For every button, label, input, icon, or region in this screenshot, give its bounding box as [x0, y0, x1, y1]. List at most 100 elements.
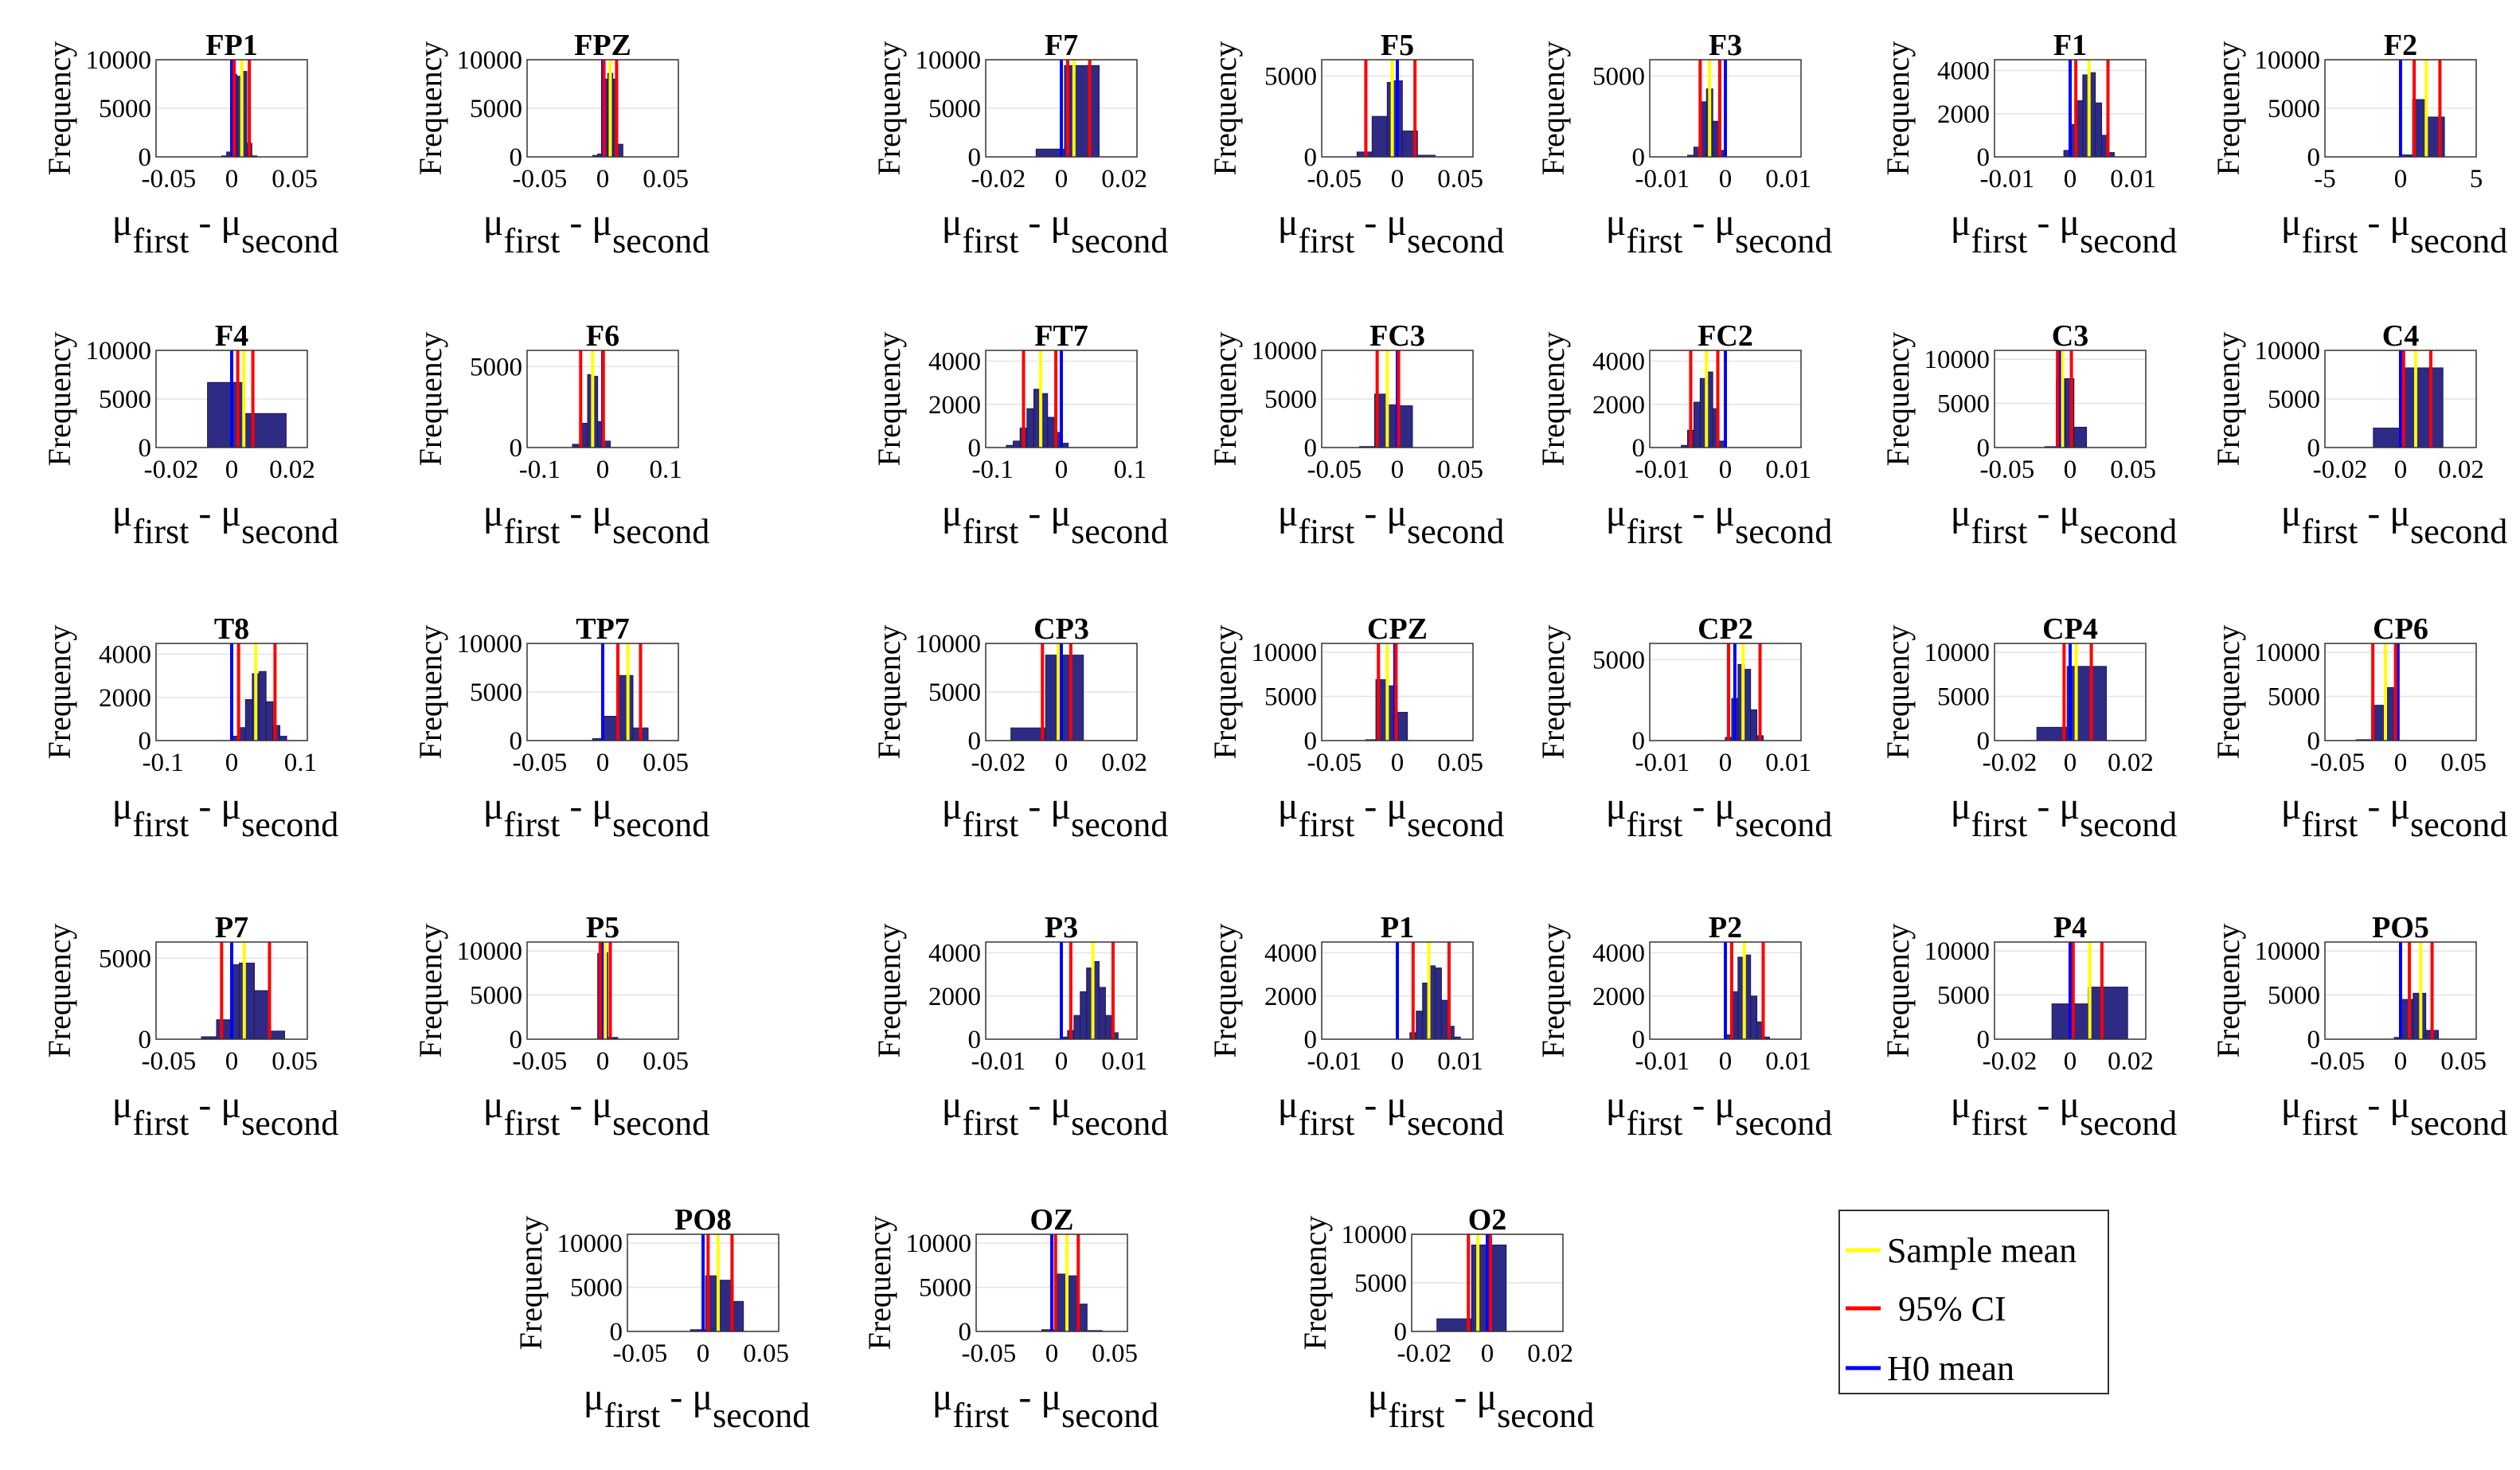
x-label-first: first [1298, 221, 1354, 260]
histogram-bar [2425, 116, 2445, 158]
panel-title: FP1 [205, 29, 257, 62]
y-tick-label: 0 [968, 727, 982, 756]
y-axis-label: Frequency [412, 41, 448, 176]
x-label-minus: - μ [1682, 1084, 1735, 1126]
x-axis-label: μfirst - μsecond [584, 1376, 811, 1435]
y-axis-label: Frequency [412, 625, 448, 760]
x-tick-label: -0.01 [1635, 455, 1690, 484]
x-tick-label: -0.05 [141, 1047, 196, 1076]
x-label-first: first [952, 1396, 1009, 1435]
histogram-bar [602, 716, 619, 741]
axes-frame [1411, 1233, 1564, 1332]
x-label-mu: μ [112, 785, 133, 827]
y-tick-label: 0 [139, 143, 152, 172]
axes-frame [1321, 350, 1474, 448]
histogram-bar [243, 412, 287, 448]
y-tick-label: 0 [1304, 1026, 1318, 1054]
x-label-first: first [1626, 512, 1682, 551]
x-label-mu: μ [483, 785, 504, 827]
y-tick-label: 5000 [1937, 982, 1990, 1011]
y-axis-label: Frequency [1207, 924, 1243, 1058]
y-tick-label: 0 [1304, 434, 1318, 463]
x-tick-label: -0.02 [971, 749, 1026, 777]
x-tick-label: 0 [2394, 749, 2408, 777]
y-axis-label: Frequency [861, 1216, 897, 1351]
x-label-first: first [503, 221, 560, 260]
x-tick-label: 0 [1055, 165, 1069, 194]
x-tick-label: 0 [2394, 455, 2408, 484]
y-tick-label: 0 [1977, 434, 1991, 463]
x-label-mu: μ [1951, 785, 1971, 827]
y-tick-label: 5000 [2268, 385, 2320, 414]
x-tick-label: -0.05 [141, 165, 196, 194]
histogram-bar [1750, 995, 1758, 1040]
panel-title: CP2 [1698, 612, 1753, 646]
histogram-bar [1013, 440, 1021, 448]
y-tick-label: 0 [1632, 1026, 1646, 1054]
y-tick-label: 10000 [916, 630, 982, 659]
x-label-mu: μ [112, 201, 133, 244]
x-label-first: first [503, 805, 560, 844]
x-label-mu: μ [2281, 201, 2302, 244]
x-label-mu: μ [1278, 201, 1299, 244]
x-tick-label: -0.05 [1307, 165, 1362, 194]
x-label-mu: μ [1951, 201, 1971, 244]
y-tick-label: 10000 [1924, 639, 1991, 667]
y-tick-label: 0 [1977, 1026, 1991, 1054]
x-label-first: first [1626, 1104, 1682, 1143]
y-tick-label: 5000 [99, 385, 151, 414]
x-tick-label: 0 [1391, 165, 1405, 194]
x-tick-label: 0 [1719, 165, 1733, 194]
panel-title: F2 [2384, 29, 2417, 62]
axes-background [2325, 643, 2476, 741]
y-axis-label: Frequency [2210, 625, 2246, 760]
x-label-first: first [1971, 805, 2027, 844]
x-tick-label: 0.05 [743, 1339, 789, 1368]
x-label-second: second [241, 221, 338, 260]
x-tick-label: -5 [2314, 165, 2336, 194]
y-tick-label: 10000 [2255, 46, 2321, 75]
x-label-first: first [962, 221, 1018, 260]
x-tick-label: 0 [225, 455, 239, 484]
x-tick-label: 0 [1055, 1047, 1069, 1076]
y-tick-label: 0 [1632, 434, 1646, 463]
x-label-minus: - μ [189, 1084, 241, 1126]
y-tick-label: 0 [139, 1026, 152, 1054]
histogram-bar [244, 698, 253, 741]
x-tick-label: 0.01 [1437, 1047, 1483, 1076]
x-label-first: first [1971, 512, 2027, 551]
x-tick-label: 0.02 [1101, 749, 1147, 777]
y-axis-label: Frequency [871, 332, 907, 467]
x-tick-label: 0.05 [1092, 1339, 1138, 1368]
x-label-second: second [612, 512, 709, 551]
panel-title: P7 [215, 911, 248, 944]
x-tick-label: 0.05 [1437, 165, 1483, 194]
y-tick-label: 5000 [1592, 62, 1645, 91]
y-tick-label: 0 [2307, 1026, 2321, 1054]
x-axis-label: μfirst - μsecond [1368, 1376, 1595, 1435]
x-axis-label: μfirst - μsecond [2281, 492, 2508, 551]
x-axis-label: μfirst - μsecond [942, 492, 1169, 551]
y-tick-label: 0 [1632, 727, 1646, 756]
histogram-bar [1099, 987, 1106, 1040]
x-label-second: second [2410, 512, 2507, 551]
y-tick-label: 10000 [457, 937, 523, 966]
axes-frame [2324, 350, 2477, 448]
x-tick-label: -0.05 [961, 1339, 1016, 1368]
x-tick-label: 0 [596, 165, 610, 194]
x-label-second: second [1407, 221, 1504, 260]
y-tick-label: 0 [959, 1318, 972, 1347]
x-axis-label: μfirst - μsecond [2281, 201, 2508, 260]
y-tick-label: 0 [2307, 143, 2321, 172]
x-tick-label: 0 [2064, 455, 2077, 484]
axes-frame [2324, 643, 2477, 741]
x-tick-label: 0.05 [2110, 455, 2156, 484]
y-tick-label: 5000 [1937, 683, 1990, 712]
y-tick-label: 0 [610, 1318, 623, 1347]
x-tick-label: 0.1 [650, 455, 682, 484]
x-tick-label: 0 [596, 749, 610, 777]
